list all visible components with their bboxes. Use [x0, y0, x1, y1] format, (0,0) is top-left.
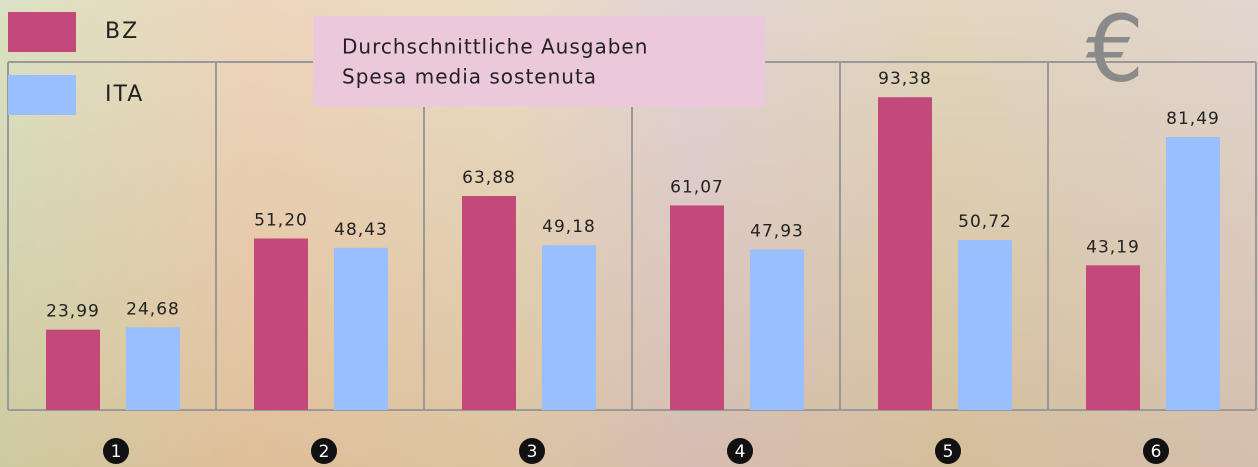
- category-marker: [935, 438, 961, 464]
- legend-swatch: [8, 12, 76, 52]
- bar: [1086, 265, 1140, 410]
- category-marker: [519, 438, 545, 464]
- value-label: 81,49: [1166, 109, 1220, 129]
- value-label: 47,93: [750, 221, 804, 241]
- bar: [670, 205, 724, 410]
- value-label: 93,38: [878, 69, 932, 89]
- category-marker: [1143, 438, 1169, 464]
- bar: [254, 238, 308, 410]
- bar: [462, 196, 516, 410]
- category-marker: [727, 438, 753, 464]
- value-label: 49,18: [542, 217, 596, 237]
- bar: [334, 247, 388, 410]
- currency-symbol: €: [1086, 0, 1145, 102]
- legend-label: ITA: [105, 82, 144, 107]
- category-marker: [103, 438, 129, 464]
- value-label: 50,72: [958, 212, 1012, 232]
- value-label: 61,07: [670, 177, 724, 197]
- x-tick-label: 6: [1151, 442, 1162, 462]
- bar: [958, 240, 1012, 410]
- bar: [126, 327, 180, 410]
- bar: [542, 245, 596, 410]
- bar: [750, 249, 804, 410]
- value-label: 63,88: [462, 168, 516, 188]
- bar: [46, 329, 100, 410]
- value-label: 23,99: [46, 302, 100, 322]
- x-tick-label: 4: [735, 442, 746, 462]
- bar: [878, 97, 932, 410]
- chart-title: Durchschnittliche Ausgaben: [342, 35, 648, 59]
- legend-label: BZ: [105, 19, 139, 44]
- value-label: 24,68: [126, 299, 180, 319]
- legend-swatch: [8, 75, 76, 115]
- bar: [1166, 137, 1220, 411]
- value-label: 43,19: [1086, 237, 1140, 257]
- x-tick-label: 2: [319, 442, 330, 462]
- chart-subtitle: Spesa media sostenuta: [342, 65, 597, 89]
- x-tick-label: 3: [527, 442, 538, 462]
- category-marker: [311, 438, 337, 464]
- value-label: 48,43: [334, 220, 388, 240]
- title-box: [313, 16, 765, 107]
- value-label: 51,20: [254, 210, 308, 230]
- x-tick-label: 1: [111, 442, 122, 462]
- x-tick-label: 5: [943, 442, 954, 462]
